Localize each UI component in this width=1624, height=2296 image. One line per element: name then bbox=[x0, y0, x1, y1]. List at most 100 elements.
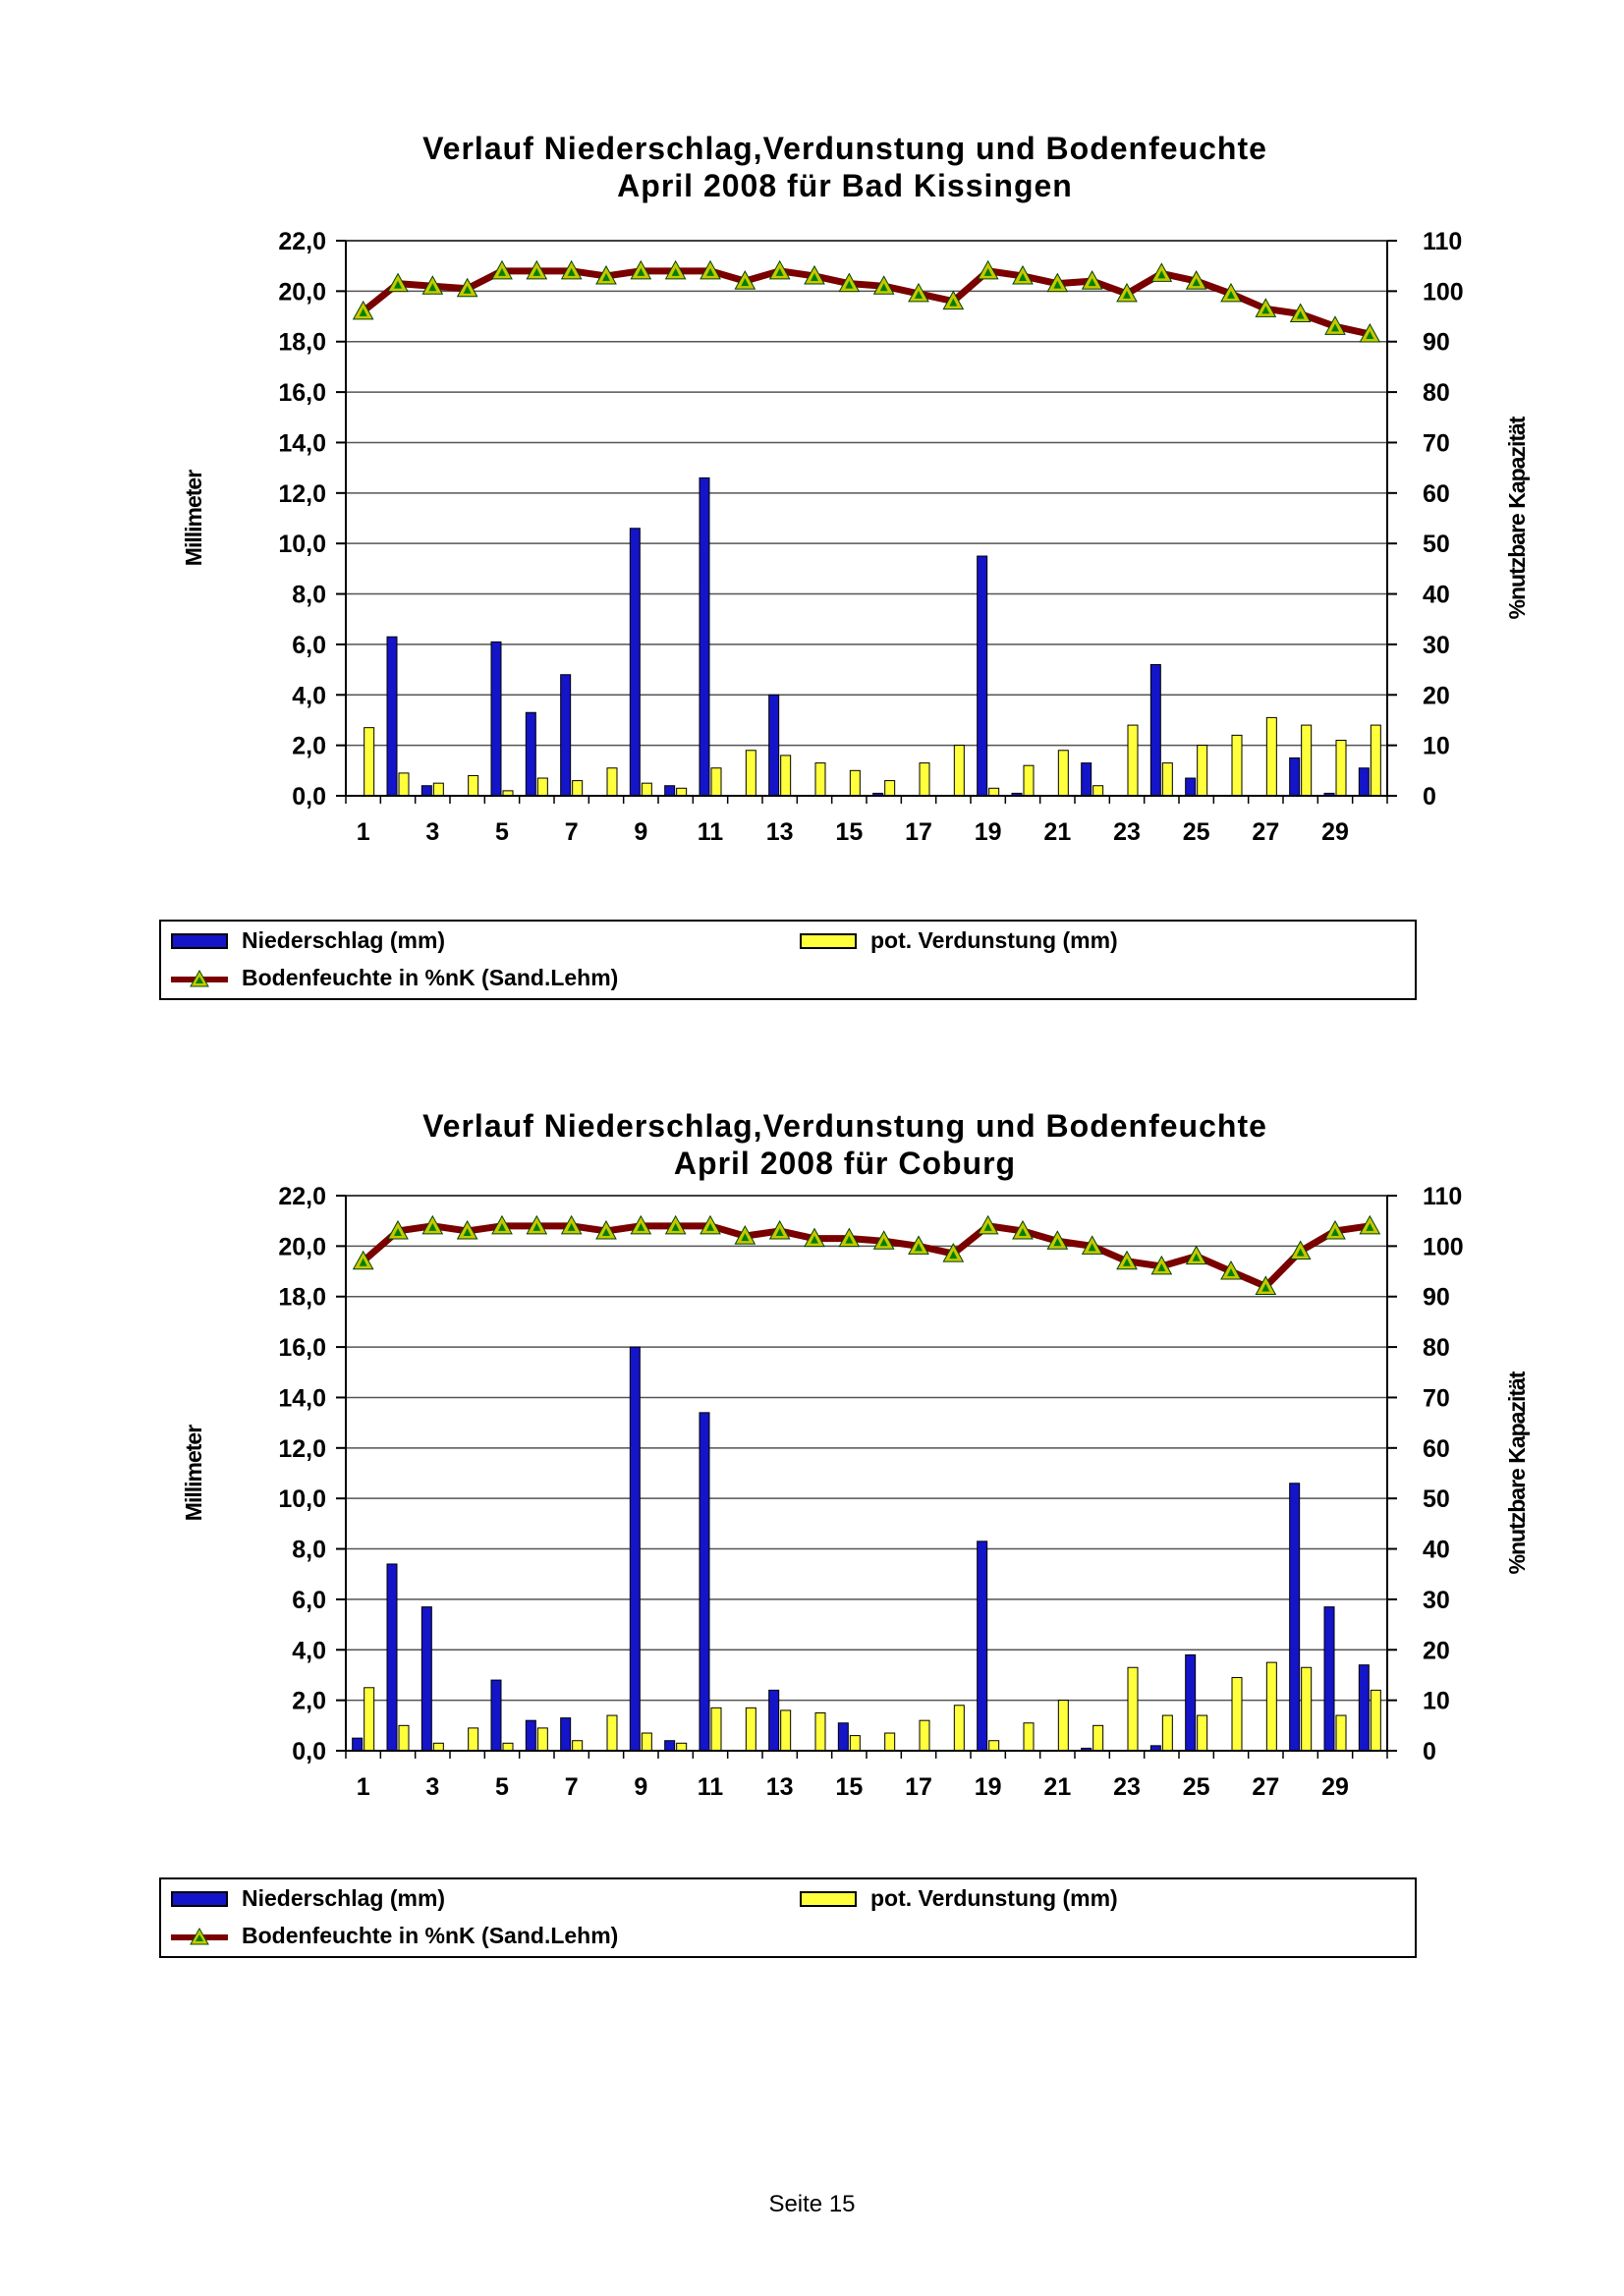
marker-inner bbox=[1157, 270, 1166, 279]
bar-precipitation bbox=[699, 1412, 710, 1752]
bar-evaporation bbox=[432, 1742, 444, 1752]
y-tick-label: 18,0 bbox=[278, 329, 326, 357]
marker-inner bbox=[1261, 1283, 1270, 1292]
y-tick-label: 16,0 bbox=[278, 379, 326, 407]
bar-evaporation bbox=[1301, 1666, 1313, 1752]
x-tick-label: 13 bbox=[766, 1773, 794, 1801]
marker-inner bbox=[811, 272, 818, 281]
y-tick-label: 16,0 bbox=[278, 1334, 326, 1362]
y-tick-label: 18,0 bbox=[278, 1284, 326, 1312]
marker-inner bbox=[983, 267, 992, 276]
marker-inner bbox=[1261, 306, 1270, 314]
x-tick-label: 27 bbox=[1252, 1773, 1279, 1801]
chart-title: Verlauf Niederschlag,Verdunstung und Bod… bbox=[422, 131, 1267, 166]
bar-precipitation bbox=[352, 1737, 364, 1752]
bar-evaporation bbox=[1092, 1724, 1104, 1752]
soil-moisture-point bbox=[1081, 270, 1103, 290]
soil-moisture-point bbox=[1324, 315, 1346, 335]
bar-precipitation bbox=[1185, 1653, 1197, 1752]
legend-line-marker-icon bbox=[171, 969, 228, 986]
bar-evaporation bbox=[1023, 1722, 1035, 1752]
bar-evaporation bbox=[849, 1735, 861, 1752]
bar-evaporation bbox=[953, 745, 965, 797]
marker-inner bbox=[1053, 280, 1062, 289]
chart-subtitle: April 2008 für Bad Kissingen bbox=[617, 168, 1073, 203]
marker-inner bbox=[532, 1222, 541, 1231]
soil-moisture-point bbox=[664, 1214, 687, 1235]
y2-tick-label: 90 bbox=[1423, 329, 1450, 357]
bar-precipitation bbox=[629, 1346, 641, 1752]
bar-evaporation bbox=[468, 1727, 479, 1752]
soil-moisture-point bbox=[1081, 1235, 1103, 1255]
soil-moisture-point bbox=[664, 259, 687, 280]
bar-evaporation bbox=[1161, 762, 1173, 797]
soil-moisture-point bbox=[387, 1219, 409, 1240]
marker-inner bbox=[915, 290, 923, 299]
marker-inner bbox=[845, 280, 854, 289]
x-tick-label: 3 bbox=[425, 1773, 439, 1801]
x-tick-label: 17 bbox=[905, 818, 932, 846]
bar-evaporation bbox=[814, 762, 826, 797]
x-tick-label: 7 bbox=[565, 1773, 579, 1801]
legend-item-evaporation: pot. Verdunstung (mm) bbox=[800, 927, 1118, 954]
legend-item-soil: Bodenfeuchte in %nK (Sand.Lehm) bbox=[171, 1923, 618, 1949]
bar-evaporation bbox=[919, 1719, 930, 1752]
y2-axis-title: %nutzbare Kapazität bbox=[1504, 1371, 1530, 1574]
y-tick-label: 14,0 bbox=[278, 429, 326, 457]
marker-inner bbox=[949, 298, 958, 307]
soil-moisture-point bbox=[1220, 282, 1242, 303]
x-tick-label: 17 bbox=[905, 1773, 932, 1801]
soil-moisture-point bbox=[872, 275, 895, 295]
bar-evaporation bbox=[1301, 724, 1313, 797]
bar-precipitation bbox=[1358, 767, 1370, 797]
legend-swatch-precipitation bbox=[171, 1890, 228, 1907]
soil-moisture-point bbox=[942, 290, 965, 310]
soil-moisture-point bbox=[768, 1219, 791, 1240]
y-tick-label: 0,0 bbox=[292, 783, 326, 811]
marker-inner bbox=[983, 1222, 992, 1231]
y-tick-label: 0,0 bbox=[292, 1738, 326, 1765]
marker-inner bbox=[741, 1233, 750, 1242]
bar-evaporation bbox=[780, 755, 792, 797]
y-tick-label: 8,0 bbox=[292, 582, 326, 609]
y2-tick-label: 110 bbox=[1423, 228, 1462, 255]
soil-moisture-point bbox=[387, 272, 409, 293]
marker-inner bbox=[428, 1222, 437, 1231]
soil-moisture-point bbox=[1012, 264, 1034, 285]
y2-tick-label: 20 bbox=[1423, 1637, 1450, 1664]
bar-precipitation bbox=[1081, 762, 1092, 797]
marker-inner bbox=[359, 1258, 367, 1266]
bar-evaporation bbox=[364, 727, 375, 797]
bar-evaporation bbox=[1231, 1677, 1243, 1752]
legend-item-precipitation: Niederschlag (mm) bbox=[171, 1885, 445, 1912]
bar-precipitation bbox=[490, 1679, 502, 1752]
y-tick-label: 2,0 bbox=[292, 1688, 326, 1715]
bar-evaporation bbox=[606, 1714, 618, 1752]
marker-inner bbox=[1019, 272, 1027, 281]
soil-moisture-point bbox=[352, 300, 374, 320]
soil-moisture-point bbox=[1185, 1245, 1207, 1265]
y2-tick-label: 30 bbox=[1423, 1587, 1450, 1614]
bar-evaporation bbox=[1335, 740, 1347, 797]
marker-inner bbox=[775, 267, 784, 276]
bar-evaporation bbox=[1092, 785, 1104, 797]
y2-tick-label: 70 bbox=[1423, 429, 1450, 457]
soil-moisture-point bbox=[526, 1214, 548, 1235]
soil-moisture-point bbox=[456, 277, 478, 298]
soil-moisture-point bbox=[352, 1250, 374, 1270]
bar-evaporation bbox=[398, 1724, 410, 1752]
marker-inner bbox=[1331, 323, 1339, 332]
bar-evaporation bbox=[1161, 1714, 1173, 1752]
bar-precipitation bbox=[664, 1740, 676, 1752]
soil-moisture-point bbox=[700, 1214, 721, 1235]
marker-inner bbox=[463, 1227, 472, 1236]
bar-evaporation bbox=[1370, 724, 1381, 797]
x-tick-label: 9 bbox=[634, 1773, 647, 1801]
soil-moisture-point bbox=[977, 259, 999, 280]
soil-moisture-point bbox=[560, 1214, 583, 1235]
bar-evaporation bbox=[710, 1707, 722, 1752]
soil-moisture-point bbox=[908, 282, 929, 303]
x-tick-label: 25 bbox=[1183, 1773, 1210, 1801]
marker-inner bbox=[394, 280, 402, 289]
legend-line-marker-icon bbox=[171, 1927, 228, 1944]
